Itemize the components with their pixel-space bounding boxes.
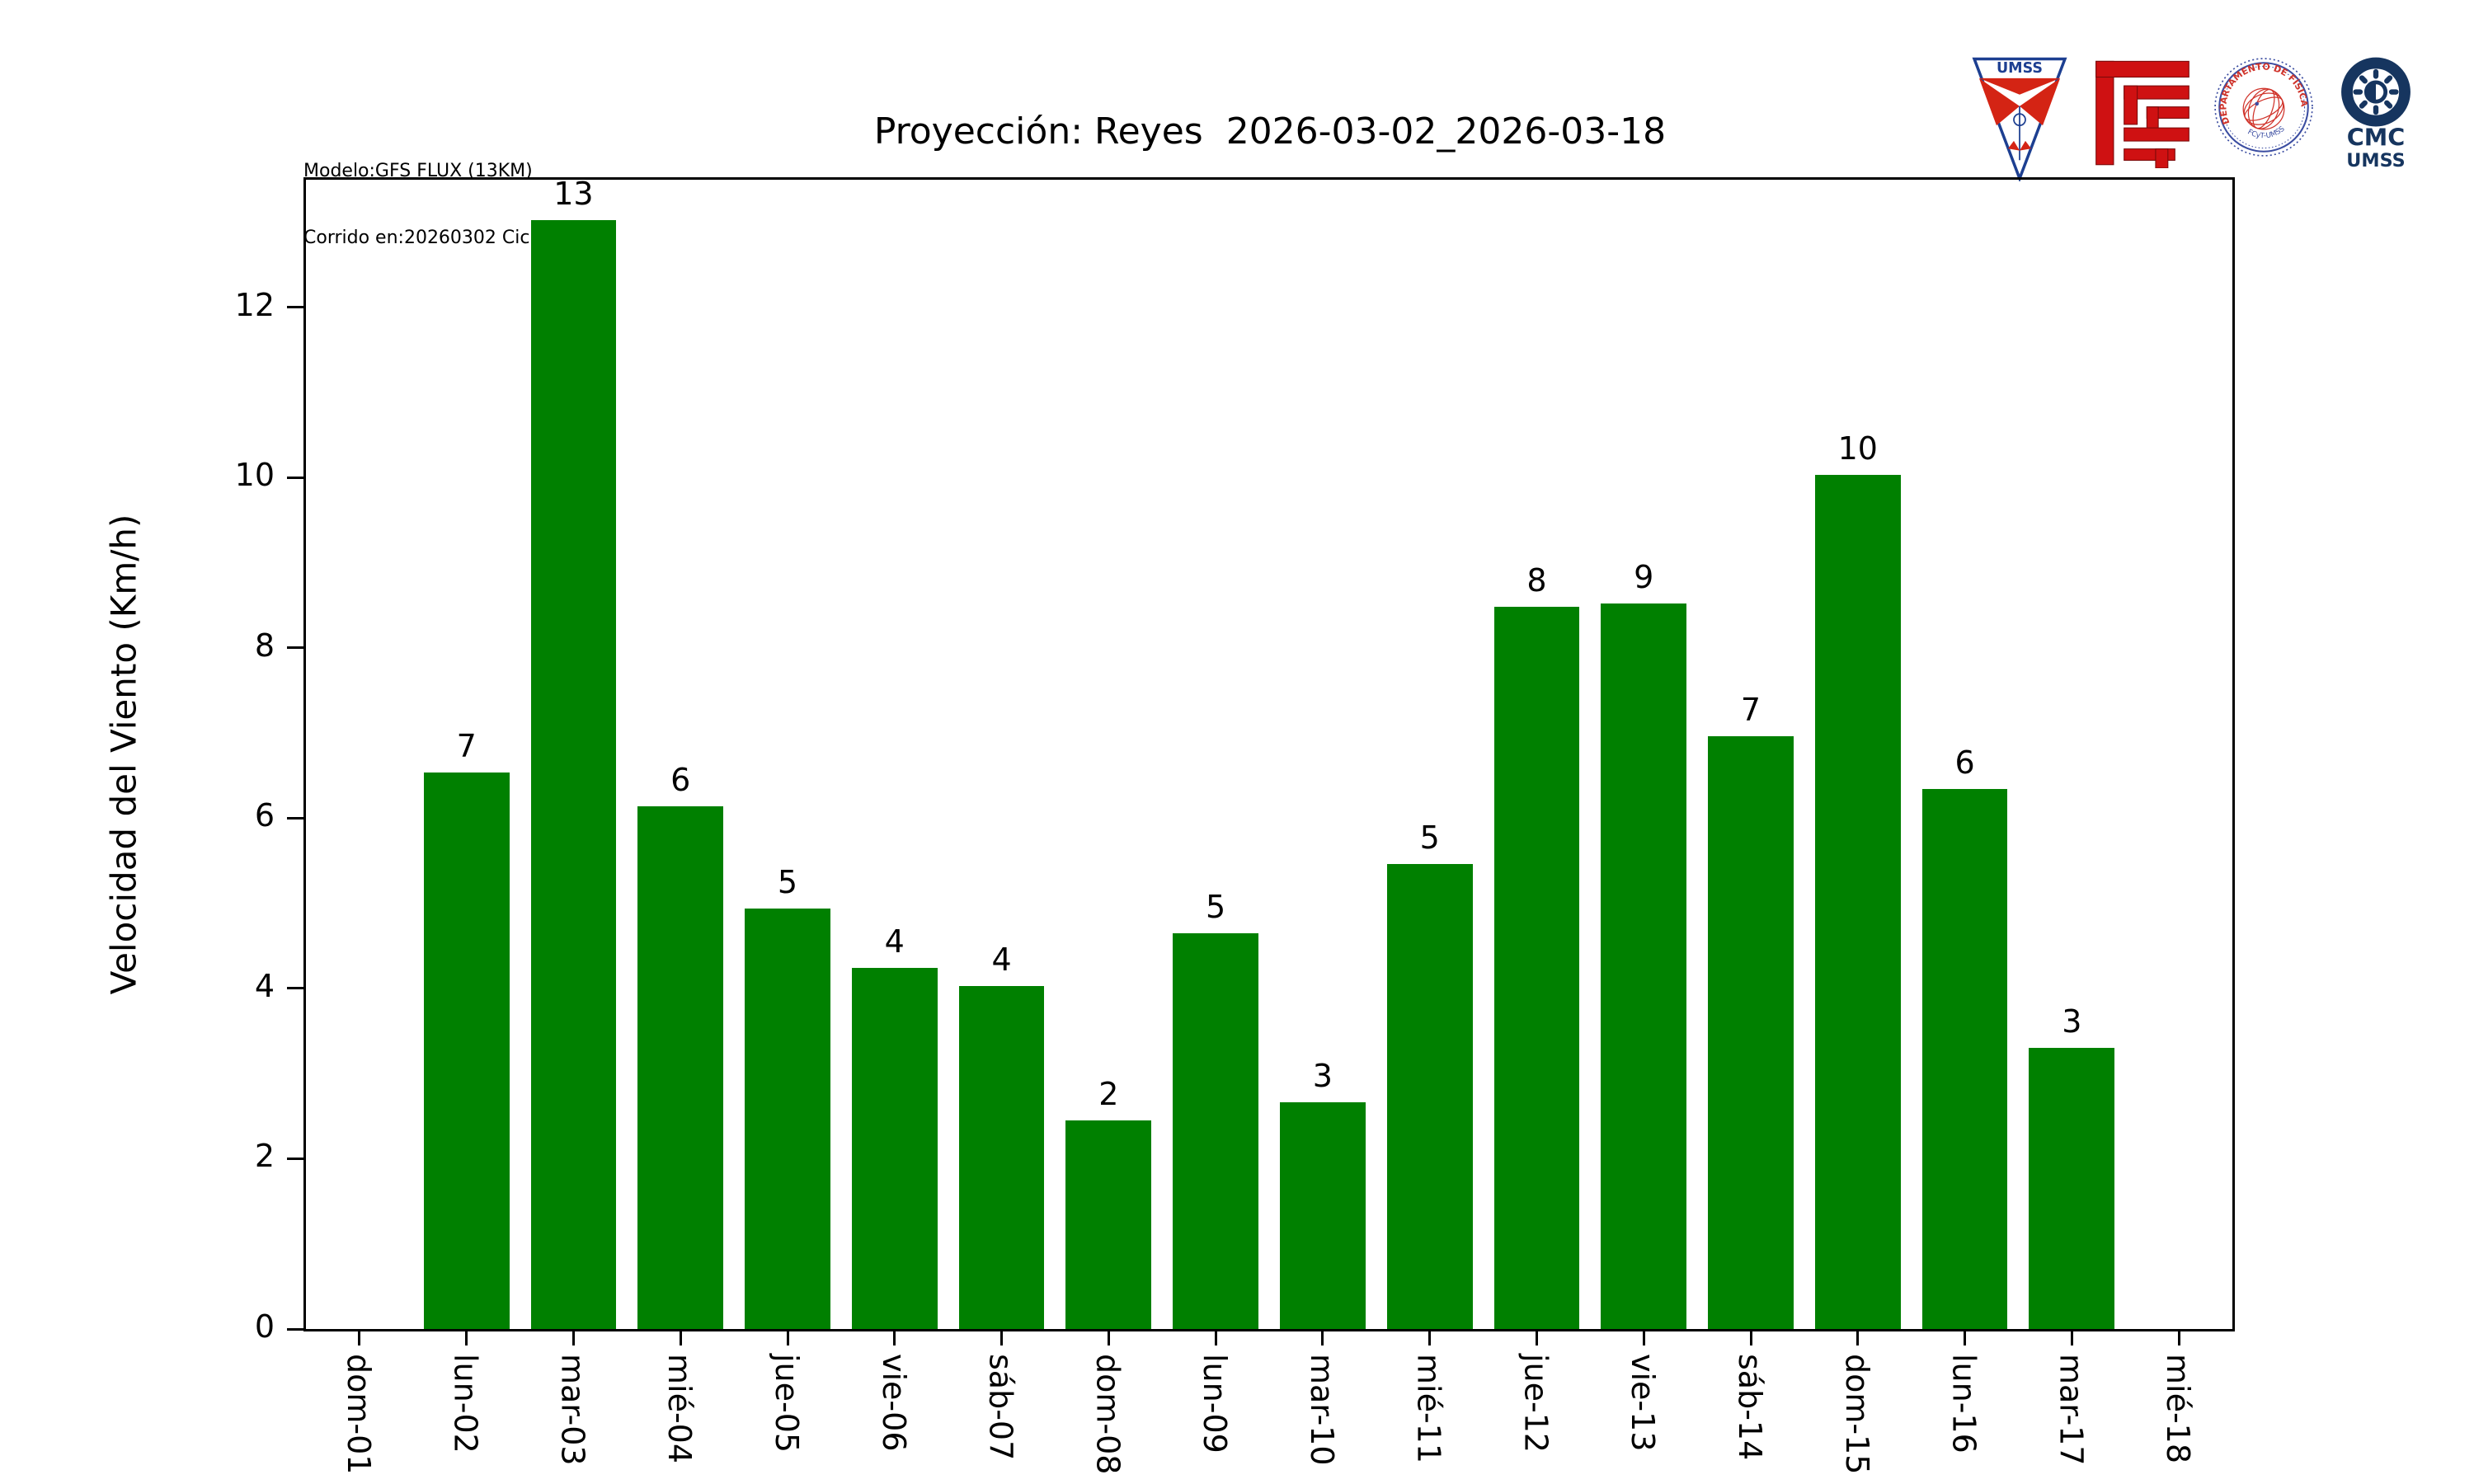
y-tick-label: 8: [254, 627, 275, 664]
x-tick-label: mié-04: [661, 1354, 698, 1464]
bar-value-label: 3: [1312, 1058, 1333, 1095]
x-tick-label: dom-01: [340, 1354, 377, 1475]
bar: [1279, 1102, 1366, 1329]
bar: [1065, 1120, 1152, 1329]
x-tick-label: mar-17: [2053, 1354, 2090, 1466]
y-tick-label: 12: [234, 286, 275, 323]
x-tick-mark: [2177, 1329, 2180, 1345]
bar-value-label: 7: [1740, 692, 1761, 729]
x-tick-label: vie-06: [875, 1354, 912, 1452]
x-tick-mark: [2070, 1329, 2073, 1345]
x-tick-mark: [1214, 1329, 1217, 1345]
x-tick-mark: [1321, 1329, 1324, 1345]
x-tick-mark: [1428, 1329, 1432, 1345]
cmc-umss-text: UMSS: [2346, 150, 2405, 170]
y-tick-label: 2: [254, 1138, 275, 1175]
bar-value-label: 5: [1206, 888, 1226, 925]
y-tick-label: 4: [254, 967, 275, 1004]
bar: [1814, 475, 1901, 1329]
x-tick-mark: [1642, 1329, 1645, 1345]
bar-value-label: 8: [1526, 562, 1547, 599]
x-tick-label: lun-16: [1945, 1354, 1982, 1453]
y-tick-mark: [287, 816, 303, 819]
bar-value-label: 13: [553, 175, 594, 212]
bar: [851, 968, 938, 1329]
umss-pennant-text: UMSS: [1997, 60, 2043, 77]
x-tick-mark: [893, 1329, 896, 1345]
x-tick-label: lun-09: [1197, 1354, 1234, 1453]
umss-pennant-logo: UMSS: [1972, 57, 2067, 181]
y-tick-mark: [287, 1327, 303, 1331]
bar-value-label: 9: [1634, 559, 1654, 596]
x-tick-mark: [1107, 1329, 1110, 1345]
x-tick-label: vie-13: [1625, 1354, 1662, 1452]
bar: [1173, 932, 1258, 1329]
x-tick-label: lun-02: [447, 1354, 484, 1453]
bar-value-label: 6: [1954, 744, 1975, 782]
x-tick-mark: [358, 1329, 361, 1345]
x-tick-label: mié-11: [1410, 1354, 1447, 1464]
bar: [1708, 736, 1794, 1329]
bar: [1921, 789, 2008, 1329]
bar: [530, 219, 617, 1329]
x-tick-label: mar-03: [554, 1354, 591, 1466]
x-tick-label: mar-10: [1303, 1354, 1340, 1466]
x-tick-label: sáb-14: [1732, 1354, 1768, 1461]
bar-value-label: 6: [670, 761, 691, 798]
x-tick-mark: [786, 1329, 789, 1345]
bar-value-label: 4: [884, 923, 905, 960]
bar: [1493, 607, 1580, 1329]
x-tick-label: dom-08: [1089, 1354, 1126, 1475]
bar: [1601, 603, 1687, 1329]
bar-value-label: 7: [456, 727, 477, 764]
y-tick-label: 10: [234, 457, 275, 494]
bar-value-label: 3: [2062, 1003, 2082, 1040]
bar-value-label: 5: [1419, 819, 1440, 857]
bar: [423, 772, 510, 1329]
y-tick-mark: [287, 987, 303, 990]
bar-value-label: 4: [991, 941, 1012, 978]
bar-value-label: 10: [1837, 430, 1878, 467]
y-tick-mark: [287, 476, 303, 479]
fisica-seal-logo: DEPARTAMENTO DE FÍSICA FCyT-UMSS: [2214, 58, 2313, 157]
bar-value-label: 2: [1098, 1076, 1119, 1112]
cmc-text: CMC: [2347, 123, 2406, 151]
logo-row: UMSS: [1967, 56, 2415, 181]
bar: [958, 985, 1045, 1329]
fcyt-monogram-logo: [2095, 60, 2189, 168]
chart-title: Proyección: Reyes 2026-03-02_2026-03-18: [873, 110, 1667, 153]
bar: [745, 908, 830, 1329]
cmc-umss-logo: CMC UMSS: [2341, 57, 2411, 170]
y-axis-title: Velocidad del Viento (Km/h): [103, 514, 144, 995]
y-tick-mark: [287, 306, 303, 309]
bar-value-label: 5: [777, 863, 798, 900]
x-tick-label: dom-15: [1838, 1354, 1875, 1475]
plot-area: dom-01 lun-02 7 mar-03 13 mié-04 6 jue-05 5 vie-0…: [235, 175, 2235, 1474]
x-tick-label: sáb-07: [982, 1354, 1019, 1461]
y-tick-label: 6: [254, 797, 275, 834]
x-tick-mark: [571, 1329, 575, 1345]
y-tick-mark: [287, 1157, 303, 1160]
x-tick-mark: [1749, 1329, 1752, 1345]
x-tick-label: jue-12: [1517, 1354, 1554, 1453]
bar: [2029, 1048, 2115, 1329]
y-tick-mark: [287, 646, 303, 650]
x-tick-mark: [1964, 1329, 1967, 1345]
x-tick-mark: [679, 1329, 682, 1345]
bar: [1386, 864, 1473, 1329]
x-tick-mark: [1000, 1329, 1004, 1345]
x-tick-label: mié-18: [2160, 1354, 2197, 1464]
x-tick-label: jue-05: [769, 1354, 805, 1453]
x-tick-mark: [1856, 1329, 1860, 1345]
y-tick-label: 0: [254, 1308, 275, 1345]
x-tick-mark: [465, 1329, 468, 1345]
bar: [637, 805, 724, 1329]
x-tick-mark: [1535, 1329, 1538, 1345]
